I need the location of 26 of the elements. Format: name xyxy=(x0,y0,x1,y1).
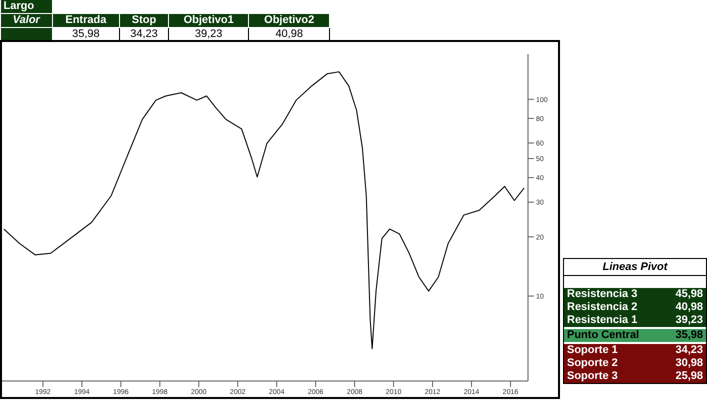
text: 25,98 xyxy=(675,370,703,383)
text: Soporte 1 xyxy=(567,344,618,357)
text: 34,23 xyxy=(675,344,703,357)
text: Lineas Pivot xyxy=(564,259,706,276)
text: 39,23 xyxy=(675,314,703,327)
text: 34,23 xyxy=(120,28,168,42)
text: 40,98 xyxy=(248,28,330,42)
text: Resistencia 3 xyxy=(567,288,638,301)
text: Largo xyxy=(0,0,52,14)
text: 40,98 xyxy=(675,301,703,314)
text: 35,98 xyxy=(52,28,120,42)
text: Resistencia 1 xyxy=(567,314,638,327)
line-series xyxy=(3,71,525,350)
text: 35,98 xyxy=(675,329,703,342)
text: Soporte 2 xyxy=(567,357,618,370)
text: Valor xyxy=(0,14,52,28)
text: 39,23 xyxy=(168,28,249,42)
text: Entrada xyxy=(52,14,120,28)
text: Punto Central xyxy=(567,329,640,342)
text: Resistencia 2 xyxy=(567,301,638,314)
text: Soporte 3 xyxy=(567,370,618,383)
text: 30,98 xyxy=(675,357,703,370)
text: Stop xyxy=(120,14,168,28)
text: Objetivo1 xyxy=(168,14,249,28)
text: Objetivo2 xyxy=(248,14,330,28)
text: 45,98 xyxy=(675,288,703,301)
